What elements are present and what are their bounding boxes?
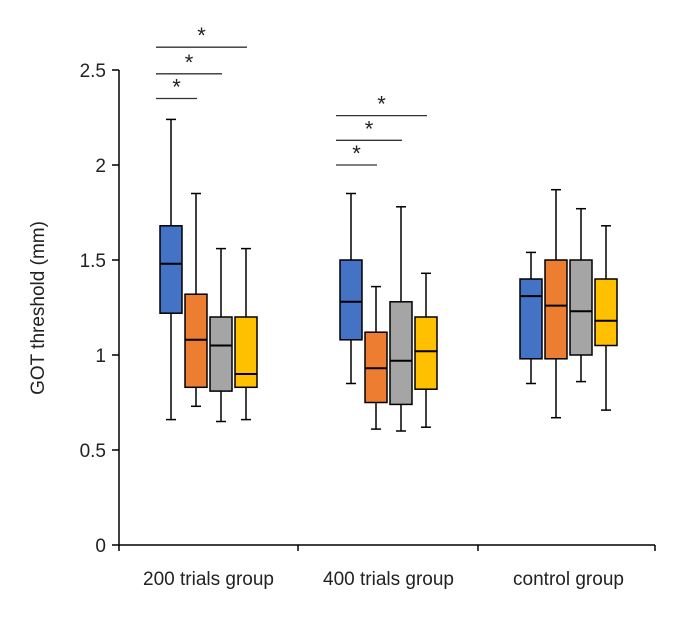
box-body — [569, 259, 593, 356]
y-tick-label: 1 — [95, 346, 106, 367]
box-2-1 — [339, 192, 363, 385]
significance-star: * — [172, 75, 181, 100]
significance-star: * — [185, 50, 194, 75]
box-group-1 — [159, 118, 258, 423]
significance-star: * — [377, 92, 386, 117]
y-tick-label: 2.5 — [80, 61, 106, 82]
y-tick-label: 0 — [95, 536, 106, 557]
x-category-label: 200 trials group — [143, 569, 274, 590]
y-tick-label: 1.5 — [80, 251, 106, 272]
box-2-3 — [389, 206, 413, 432]
significance-3: * — [156, 23, 247, 48]
box-1-3 — [209, 247, 233, 423]
significance-star: * — [352, 141, 361, 166]
significance-star: * — [197, 23, 206, 48]
box-group-2 — [339, 192, 438, 432]
box-3-3 — [569, 207, 593, 383]
box-3-1 — [519, 251, 543, 385]
box-3-2 — [544, 188, 568, 419]
x-category-label: control group — [513, 569, 624, 590]
box-body — [519, 278, 543, 360]
box-body — [414, 316, 438, 390]
box-2-4 — [414, 272, 438, 428]
box-2-2 — [364, 285, 388, 430]
significance-annotations: ****** — [156, 23, 427, 166]
significance-5: * — [336, 116, 402, 141]
y-axis-title: GOT threshold (mm) — [28, 221, 49, 395]
y-tick-label: 0.5 — [80, 441, 106, 462]
box-3-4 — [594, 225, 618, 411]
box-1-1 — [159, 118, 183, 421]
y-axis: 0 0.5 1 1.5 2 2.5 — [80, 61, 120, 557]
box-body — [389, 301, 413, 406]
box-group-3 — [519, 188, 618, 419]
box-series — [159, 118, 618, 432]
box-body — [594, 278, 618, 347]
box-body — [209, 316, 233, 392]
x-category-label: 400 trials group — [323, 569, 454, 590]
box-body — [234, 316, 258, 389]
significance-1: * — [156, 75, 197, 100]
significance-4: * — [336, 141, 377, 166]
x-axis: 200 trials group 400 trials group control … — [118, 544, 656, 590]
y-tick-label: 2 — [95, 156, 106, 177]
significance-2: * — [156, 50, 222, 75]
box-body — [159, 225, 183, 314]
significance-star: * — [365, 116, 374, 141]
box-body — [339, 259, 363, 341]
box-1-2 — [184, 192, 208, 408]
box-body — [544, 259, 568, 360]
box-1-4 — [234, 247, 258, 421]
significance-6: * — [336, 92, 427, 117]
